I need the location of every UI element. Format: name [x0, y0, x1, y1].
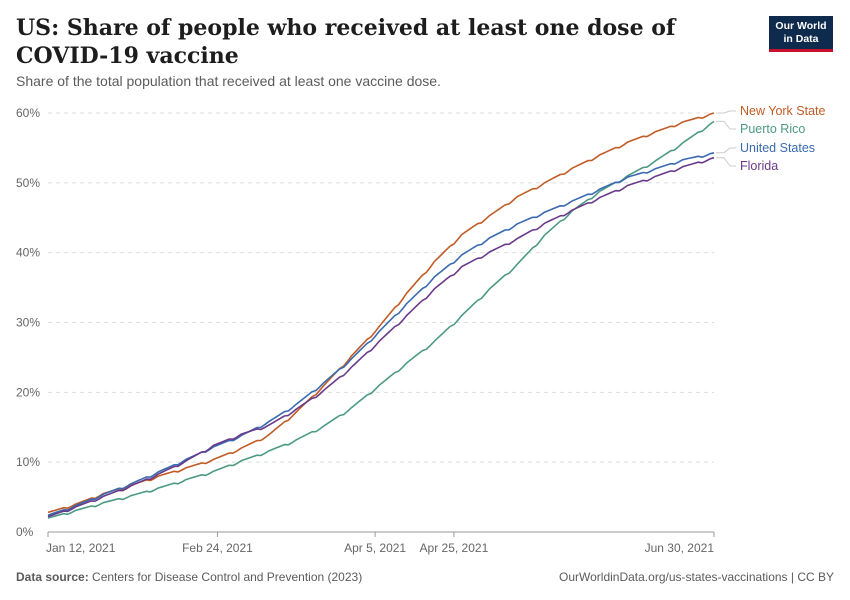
x-tick-label: Jan 12, 2021 [46, 541, 116, 555]
y-tick-label: 40% [16, 246, 40, 260]
series-lines [47, 112, 715, 519]
legend-label[interactable]: Florida [740, 159, 778, 173]
chart-subtitle: Share of the total population that recei… [16, 73, 441, 89]
y-tick-label: 30% [16, 316, 40, 330]
series-line-united-states[interactable] [47, 152, 715, 516]
y-tick-label: 50% [16, 176, 40, 190]
legend-label[interactable]: United States [740, 141, 815, 155]
series-line-florida[interactable] [47, 156, 715, 518]
series-line-new-york-state[interactable] [47, 112, 715, 514]
y-axis-tick-labels: 0% 10% 20% 30% 40% 50% 60% [16, 106, 40, 539]
series-line-puerto-rico[interactable] [47, 120, 715, 519]
x-tick-label: Apr 25, 2021 [420, 541, 489, 555]
url-license[interactable]: OurWorldinData.org/us-states-vaccination… [559, 570, 834, 584]
data-source-label: Data source: [16, 570, 89, 584]
legend: New York State Puerto Rico United States Fl… [716, 104, 826, 173]
logo-line-2: in Data [783, 33, 819, 45]
legend-label[interactable]: Puerto Rico [740, 122, 805, 136]
legend-connector [716, 110, 736, 114]
data-source: Data source: Centers for Disease Control… [16, 570, 362, 584]
x-tick-label: Jun 30, 2021 [645, 541, 715, 555]
y-tick-label: 0% [16, 525, 34, 539]
legend-connector [716, 120, 736, 130]
logo-line-1: Our World [775, 20, 827, 32]
x-tick-label: Feb 24, 2021 [182, 541, 253, 555]
y-tick-label: 20% [16, 385, 40, 399]
y-tick-label: 60% [16, 106, 40, 120]
chart-title: US: Share of people who received at leas… [16, 15, 676, 69]
legend-connector [716, 157, 736, 167]
x-axis: Jan 12, 2021 Feb 24, 2021 Apr 5, 2021 Apr 2… [46, 531, 715, 555]
x-tick-label: Apr 5, 2021 [344, 541, 406, 555]
legend-label[interactable]: New York State [740, 104, 826, 118]
data-source-text[interactable]: Centers for Disease Control and Preventi… [92, 570, 363, 584]
grid-lines [48, 112, 714, 463]
y-tick-label: 10% [16, 455, 40, 469]
legend-connector [716, 147, 736, 154]
line-chart: 0% 10% 20% 30% 40% 50% 60% Jan 12, 2021 Feb 24,… [16, 104, 826, 555]
owid-logo[interactable]: Our World in Data [769, 16, 833, 52]
